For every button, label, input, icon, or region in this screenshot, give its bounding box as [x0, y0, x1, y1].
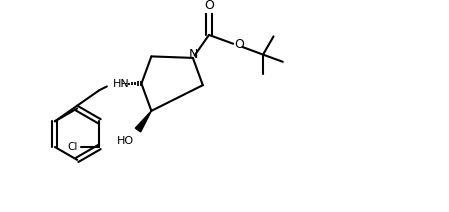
Text: Cl: Cl — [68, 142, 78, 152]
Text: O: O — [204, 0, 214, 13]
Text: HN: HN — [112, 79, 129, 89]
Polygon shape — [135, 111, 151, 132]
Text: HO: HO — [117, 136, 134, 146]
Text: N: N — [189, 48, 198, 61]
Text: O: O — [234, 38, 244, 51]
